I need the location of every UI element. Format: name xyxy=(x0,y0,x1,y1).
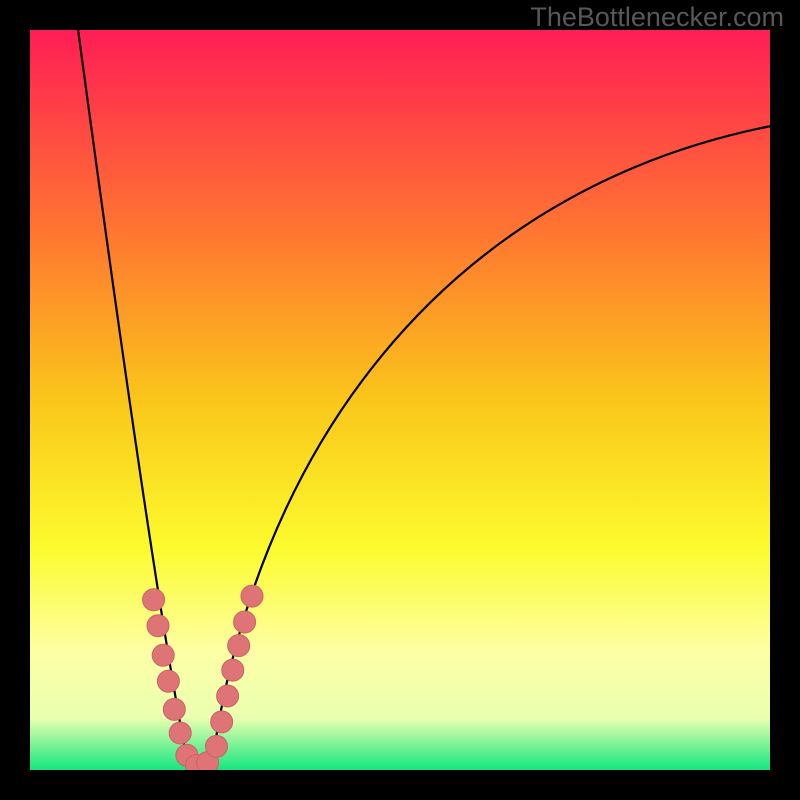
data-marker xyxy=(222,659,244,681)
data-marker xyxy=(169,722,191,744)
data-marker xyxy=(157,670,179,692)
data-marker xyxy=(143,589,165,611)
data-marker xyxy=(147,615,169,637)
data-marker xyxy=(205,735,227,757)
plot-area xyxy=(30,30,770,770)
data-marker xyxy=(228,635,250,657)
frame-border-bottom xyxy=(0,770,800,800)
data-marker xyxy=(241,585,263,607)
frame-border-right xyxy=(770,0,800,800)
data-marker xyxy=(152,644,174,666)
data-marker xyxy=(163,698,185,720)
data-marker xyxy=(211,711,233,733)
data-marker xyxy=(217,685,239,707)
chart-curves xyxy=(30,30,770,770)
watermark-text: TheBottlenecker.com xyxy=(530,2,784,33)
frame-border-left xyxy=(0,0,30,800)
curve-right xyxy=(211,126,770,770)
data-marker xyxy=(234,611,256,633)
chart-frame: TheBottlenecker.com xyxy=(0,0,800,800)
